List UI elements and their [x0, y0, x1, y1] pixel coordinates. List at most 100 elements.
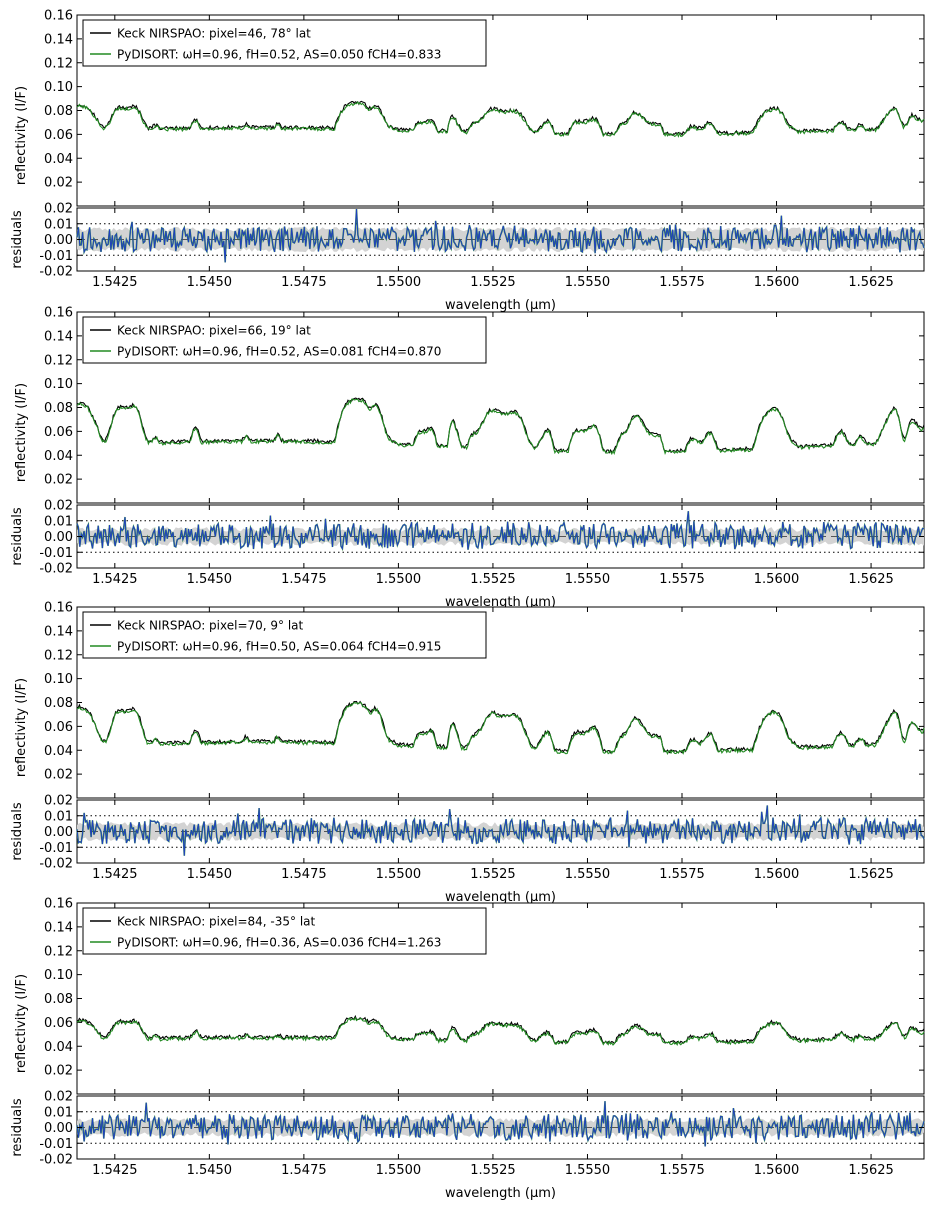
x-tick-label: 1.5575	[659, 867, 705, 882]
residual-y-tick-label: 0.02	[44, 202, 73, 217]
residual-y-tick-label: -0.01	[39, 841, 73, 856]
x-tick-label: 1.5475	[281, 1163, 327, 1178]
legend-box	[82, 316, 487, 364]
residual-y-tick-label: 0.02	[44, 1090, 73, 1105]
y-tick-label: 0.12	[44, 648, 73, 663]
residual-y-axis-label: residuals	[10, 210, 25, 269]
y-tick-label: 0.16	[44, 9, 73, 24]
residual-y-tick-label: 0.01	[44, 514, 73, 529]
x-tick-label: 1.5475	[281, 867, 327, 882]
y-tick-label: 0.04	[44, 744, 73, 759]
x-tick-label: 1.5450	[187, 572, 233, 587]
residual-y-axis-label: residuals	[10, 1098, 25, 1157]
series-line-model	[76, 101, 925, 138]
x-tick-label: 1.5625	[848, 275, 894, 290]
legend-entry: PyDISORT: ωH=0.96, fH=0.36, AS=0.036 fCH…	[117, 936, 441, 950]
x-tick-label: 1.5450	[187, 867, 233, 882]
x-tick-label: 1.5550	[565, 867, 611, 882]
y-tick-label: 0.06	[44, 1016, 73, 1031]
y-tick-label: 0.04	[44, 152, 73, 167]
y-axis-label: reflectivity (I/F)	[14, 86, 29, 185]
y-axis-label: reflectivity (I/F)	[14, 974, 29, 1073]
residual-series	[76, 1101, 925, 1147]
y-tick-label: 0.14	[44, 920, 73, 935]
residual-y-tick-label: -0.02	[39, 857, 73, 872]
legend-box	[82, 19, 487, 67]
y-tick-label: 0.16	[44, 897, 73, 912]
y-tick-label: 0.02	[44, 1064, 73, 1079]
x-tick-label: 1.5525	[470, 572, 516, 587]
legend: Keck NIRSPAO: pixel=70, 9° lat PyDISORT: …	[82, 611, 487, 659]
chart-panel-4: 0.02 0.04 0.06 0.08 0.10 0.12 0.14 0.16 reflecti…	[10, 897, 925, 1201]
x-tick-label: 1.5500	[376, 572, 422, 587]
x-tick-label: 1.5600	[754, 275, 800, 290]
y-tick-label: 0.08	[44, 104, 73, 119]
residual-y-tick-label: 0.00	[44, 825, 73, 840]
y-tick-label: 0.14	[44, 624, 73, 639]
legend: Keck NIRSPAO: pixel=84, -35° lat PyDISORT…	[82, 907, 487, 955]
legend-entry: Keck NIRSPAO: pixel=66, 19° lat	[117, 324, 311, 338]
y-tick-label: 0.06	[44, 128, 73, 143]
y-tick-label: 0.08	[44, 401, 73, 416]
residual-y-tick-label: -0.02	[39, 562, 73, 577]
x-tick-label: 1.5625	[848, 867, 894, 882]
x-tick-label: 1.5625	[848, 1163, 894, 1178]
legend: Keck NIRSPAO: pixel=66, 19° lat PyDISORT:…	[82, 316, 487, 364]
chart-panel-2: 0.02 0.04 0.06 0.08 0.10 0.12 0.14 0.16 reflecti…	[10, 306, 925, 610]
series-line-model	[76, 398, 925, 456]
x-tick-label: 1.5450	[187, 1163, 233, 1178]
chart-panel-3: 0.02 0.04 0.06 0.08 0.10 0.12 0.14 0.16 reflecti…	[10, 601, 925, 905]
x-axis-label: wavelength (μm)	[445, 890, 556, 905]
legend-entry: Keck NIRSPAO: pixel=84, -35° lat	[117, 915, 316, 929]
y-tick-label: 0.08	[44, 992, 73, 1007]
y-tick-label: 0.10	[44, 80, 73, 95]
x-tick-label: 1.5575	[659, 572, 705, 587]
y-axis-label: reflectivity (I/F)	[14, 678, 29, 777]
x-tick-label: 1.5575	[659, 275, 705, 290]
y-tick-label: 0.02	[44, 473, 73, 488]
x-tick-label: 1.5600	[754, 572, 800, 587]
x-tick-label: 1.5550	[565, 1163, 611, 1178]
x-tick-label: 1.5550	[565, 572, 611, 587]
y-tick-label: 0.04	[44, 1040, 73, 1055]
legend-box	[82, 611, 487, 659]
x-tick-label: 1.5425	[92, 275, 138, 290]
legend-entry: PyDISORT: ωH=0.96, fH=0.52, AS=0.050 fCH…	[117, 48, 441, 62]
residual-y-tick-label: 0.00	[44, 530, 73, 545]
y-tick-label: 0.16	[44, 306, 73, 321]
x-tick-label: 1.5425	[92, 1163, 138, 1178]
x-tick-label: 1.5475	[281, 572, 327, 587]
legend-entry: PyDISORT: ωH=0.96, fH=0.50, AS=0.064 fCH…	[117, 640, 441, 654]
residual-y-tick-label: 0.02	[44, 794, 73, 809]
y-axis-label: reflectivity (I/F)	[14, 383, 29, 482]
y-tick-label: 0.06	[44, 720, 73, 735]
residual-y-axis-label: residuals	[10, 507, 25, 566]
x-tick-label: 1.5475	[281, 275, 327, 290]
residual-y-tick-label: 0.00	[44, 233, 73, 248]
residual-series	[76, 805, 925, 856]
x-tick-label: 1.5425	[92, 867, 138, 882]
chart-panel-1: 0.02 0.04 0.06 0.08 0.10 0.12 0.14 0.16 reflecti…	[10, 9, 925, 313]
legend: Keck NIRSPAO: pixel=46, 78° lat PyDISORT:…	[82, 19, 487, 67]
residual-y-tick-label: -0.02	[39, 265, 73, 280]
series-line-model	[76, 701, 925, 755]
y-tick-label: 0.04	[44, 449, 73, 464]
x-tick-label: 1.5600	[754, 867, 800, 882]
x-tick-label: 1.5425	[92, 572, 138, 587]
y-tick-label: 0.12	[44, 944, 73, 959]
residual-y-tick-label: 0.00	[44, 1121, 73, 1136]
y-tick-label: 0.08	[44, 696, 73, 711]
y-tick-label: 0.02	[44, 176, 73, 191]
residual-y-tick-label: 0.02	[44, 499, 73, 514]
residual-y-axis-label: residuals	[10, 802, 25, 861]
x-tick-label: 1.5625	[848, 572, 894, 587]
legend-entry: Keck NIRSPAO: pixel=70, 9° lat	[117, 619, 304, 633]
x-tick-label: 1.5525	[470, 275, 516, 290]
y-tick-label: 0.16	[44, 601, 73, 616]
y-tick-label: 0.10	[44, 672, 73, 687]
y-tick-label: 0.06	[44, 425, 73, 440]
y-tick-label: 0.02	[44, 768, 73, 783]
x-tick-label: 1.5450	[187, 275, 233, 290]
legend-box	[82, 907, 487, 955]
